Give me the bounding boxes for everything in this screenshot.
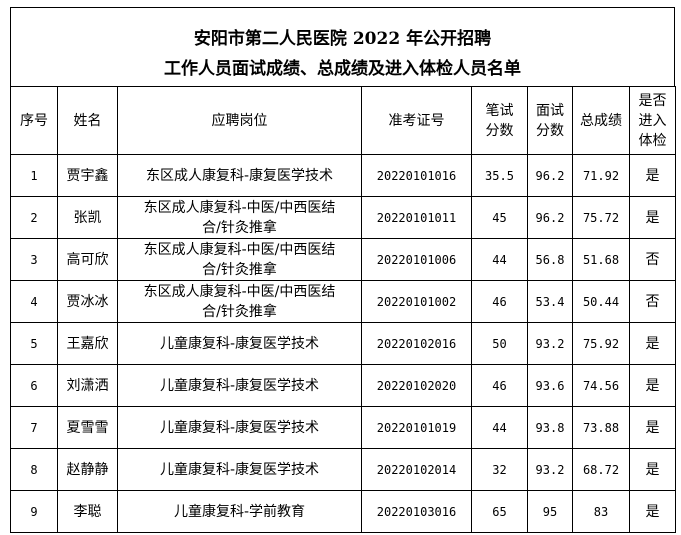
position: 儿童康复科-康复医学技术 bbox=[117, 322, 362, 365]
candidate-name: 夏雪雪 bbox=[57, 406, 118, 449]
candidate-name: 贾冰冰 bbox=[57, 280, 118, 323]
written-score: 35.5 bbox=[471, 154, 528, 197]
position: 东区成人康复科-康复医学技术 bbox=[117, 154, 362, 197]
total-score: 51.68 bbox=[572, 238, 630, 281]
col-header-physical-text: 是否进入体检 bbox=[638, 92, 667, 149]
row-number: 4 bbox=[10, 280, 58, 323]
table-row: 8 赵静静 儿童康复科-康复医学技术 20220102014 32 93.2 68.72 是 bbox=[10, 448, 676, 491]
physical-exam-status: 是 bbox=[629, 448, 676, 491]
row-number: 6 bbox=[10, 364, 58, 407]
col-header-exam-id: 准考证号 bbox=[361, 86, 472, 155]
total-score: 68.72 bbox=[572, 448, 630, 491]
col-header-written: 笔试分数 bbox=[471, 86, 528, 155]
interview-score: 93.6 bbox=[527, 364, 573, 407]
title-line-2: 工作人员面试成绩、总成绩及进入体检人员名单 bbox=[164, 59, 521, 79]
written-score: 32 bbox=[471, 448, 528, 491]
header-row: 序号 姓名 应聘岗位 准考证号 笔试分数 面试分数 总成绩 是否进入体检 bbox=[10, 86, 676, 155]
position: 东区成人康复科-中医/中西医结合/针灸推拿 bbox=[117, 280, 362, 323]
row-number: 5 bbox=[10, 322, 58, 365]
title-line-1: 安阳市第二人民医院 2022 年公开招聘 bbox=[193, 29, 492, 49]
physical-exam-status: 否 bbox=[629, 238, 676, 281]
interview-score: 56.8 bbox=[527, 238, 573, 281]
position: 儿童康复科-康复医学技术 bbox=[117, 448, 362, 491]
candidate-name: 王嘉欣 bbox=[57, 322, 118, 365]
candidate-name: 刘潇洒 bbox=[57, 364, 118, 407]
total-score: 75.92 bbox=[572, 322, 630, 365]
total-score: 75.72 bbox=[572, 196, 630, 239]
interview-score: 95 bbox=[527, 490, 573, 533]
physical-exam-status: 是 bbox=[629, 406, 676, 449]
results-sheet: 安阳市第二人民医院 2022 年公开招聘 工作人员面试成绩、总成绩及进入体检人员… bbox=[10, 7, 676, 533]
written-score: 50 bbox=[471, 322, 528, 365]
col-header-interview-text: 面试分数 bbox=[536, 102, 564, 139]
table-row: 9 李聪 儿童康复科-学前教育 20220103016 65 95 83 是 bbox=[10, 490, 676, 533]
exam-id: 20220101016 bbox=[361, 154, 472, 197]
exam-id: 20220103016 bbox=[361, 490, 472, 533]
total-score: 83 bbox=[572, 490, 630, 533]
exam-id: 20220102016 bbox=[361, 322, 472, 365]
candidate-name: 赵静静 bbox=[57, 448, 118, 491]
candidate-name: 李聪 bbox=[57, 490, 118, 533]
candidate-name: 高可欣 bbox=[57, 238, 118, 281]
row-number: 7 bbox=[10, 406, 58, 449]
written-score: 45 bbox=[471, 196, 528, 239]
physical-exam-status: 是 bbox=[629, 154, 676, 197]
position: 儿童康复科-康复医学技术 bbox=[117, 364, 362, 407]
physical-exam-status: 是 bbox=[629, 322, 676, 365]
exam-id: 20220101006 bbox=[361, 238, 472, 281]
written-score: 65 bbox=[471, 490, 528, 533]
interview-score: 93.2 bbox=[527, 322, 573, 365]
candidate-name: 张凯 bbox=[57, 196, 118, 239]
position: 儿童康复科-学前教育 bbox=[117, 490, 362, 533]
position: 东区成人康复科-中医/中西医结合/针灸推拿 bbox=[117, 196, 362, 239]
exam-id: 20220101011 bbox=[361, 196, 472, 239]
table-row: 2 张凯 东区成人康复科-中医/中西医结合/针灸推拿 20220101011 45 96.… bbox=[10, 196, 676, 239]
row-number: 3 bbox=[10, 238, 58, 281]
candidate-name: 贾宇鑫 bbox=[57, 154, 118, 197]
physical-exam-status: 否 bbox=[629, 280, 676, 323]
col-header-no: 序号 bbox=[10, 86, 58, 155]
interview-score: 93.2 bbox=[527, 448, 573, 491]
total-score: 74.56 bbox=[572, 364, 630, 407]
total-score: 73.88 bbox=[572, 406, 630, 449]
table-row: 1 贾宇鑫 东区成人康复科-康复医学技术 20220101016 35.5 96.2 71.… bbox=[10, 154, 676, 197]
table-row: 7 夏雪雪 儿童康复科-康复医学技术 20220101019 44 93.8 73.88 是 bbox=[10, 406, 676, 449]
exam-id: 20220102014 bbox=[361, 448, 472, 491]
position: 东区成人康复科-中医/中西医结合/针灸推拿 bbox=[117, 238, 362, 281]
row-number: 1 bbox=[10, 154, 58, 197]
row-number: 2 bbox=[10, 196, 58, 239]
physical-exam-status: 是 bbox=[629, 196, 676, 239]
results-table: 序号 姓名 应聘岗位 准考证号 笔试分数 面试分数 总成绩 是否进入体检 1 贾宇… bbox=[10, 86, 676, 533]
interview-score: 96.2 bbox=[527, 154, 573, 197]
col-header-physical: 是否进入体检 bbox=[629, 86, 676, 155]
col-header-interview: 面试分数 bbox=[527, 86, 573, 155]
col-header-name: 姓名 bbox=[57, 86, 118, 155]
written-score: 46 bbox=[471, 364, 528, 407]
exam-id: 20220102020 bbox=[361, 364, 472, 407]
table-row: 4 贾冰冰 东区成人康复科-中医/中西医结合/针灸推拿 20220101002 46 53… bbox=[10, 280, 676, 323]
col-header-total: 总成绩 bbox=[572, 86, 630, 155]
physical-exam-status: 是 bbox=[629, 364, 676, 407]
total-score: 50.44 bbox=[572, 280, 630, 323]
sheet-title: 安阳市第二人民医院 2022 年公开招聘 工作人员面试成绩、总成绩及进入体检人员… bbox=[10, 7, 675, 86]
interview-score: 93.8 bbox=[527, 406, 573, 449]
interview-score: 96.2 bbox=[527, 196, 573, 239]
written-score: 44 bbox=[471, 238, 528, 281]
physical-exam-status: 是 bbox=[629, 490, 676, 533]
col-header-position: 应聘岗位 bbox=[117, 86, 362, 155]
written-score: 44 bbox=[471, 406, 528, 449]
exam-id: 20220101002 bbox=[361, 280, 472, 323]
table-row: 3 高可欣 东区成人康复科-中医/中西医结合/针灸推拿 20220101006 44 56… bbox=[10, 238, 676, 281]
row-number: 9 bbox=[10, 490, 58, 533]
position: 儿童康复科-康复医学技术 bbox=[117, 406, 362, 449]
exam-id: 20220101019 bbox=[361, 406, 472, 449]
col-header-written-text: 笔试分数 bbox=[485, 102, 514, 139]
total-score: 71.92 bbox=[572, 154, 630, 197]
table-row: 6 刘潇洒 儿童康复科-康复医学技术 20220102020 46 93.6 74.56 是 bbox=[10, 364, 676, 407]
written-score: 46 bbox=[471, 280, 528, 323]
table-row: 5 王嘉欣 儿童康复科-康复医学技术 20220102016 50 93.2 75.92 是 bbox=[10, 322, 676, 365]
interview-score: 53.4 bbox=[527, 280, 573, 323]
row-number: 8 bbox=[10, 448, 58, 491]
